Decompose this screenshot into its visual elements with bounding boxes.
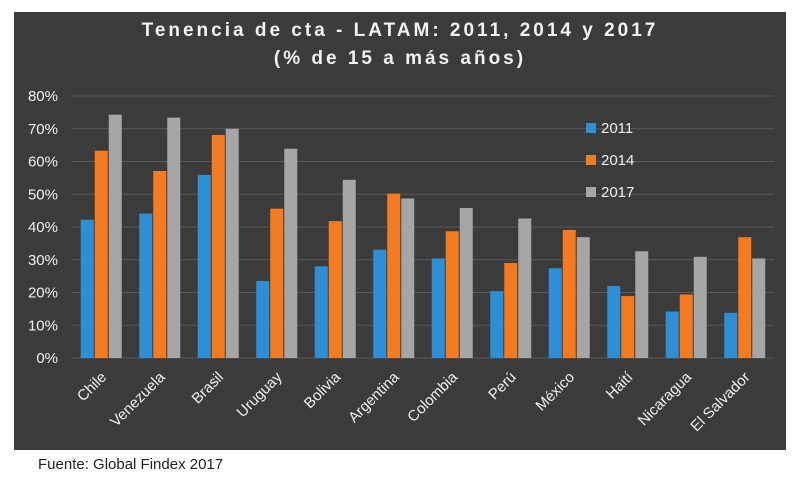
bar-2017 (108, 114, 122, 358)
source-note: Fuente: Global Findex 2017 (38, 456, 224, 473)
legend-swatch (586, 155, 596, 165)
bar-2011 (431, 258, 445, 358)
y-tick-label: 0% (36, 350, 58, 367)
bar-chart: 0% 10% 20% 30% 40% 50% 60% 70% 80% ChileVenezuela… (28, 88, 774, 435)
chart-subtitle: (% de 15 a más años) (273, 48, 527, 69)
bar-2011 (80, 219, 94, 358)
y-tick-label: 30% (28, 252, 58, 269)
x-tick-label: Uruguay (233, 368, 285, 420)
legend-label: 2017 (601, 184, 634, 201)
y-tick-label: 40% (28, 219, 58, 236)
bar-2017 (342, 179, 356, 358)
bar-2017 (459, 208, 473, 358)
x-tick-label: Bolivia (301, 368, 345, 412)
bar-2014 (445, 231, 459, 358)
y-tick-label: 60% (28, 154, 58, 171)
x-tick-label: México (532, 369, 578, 415)
bar-2017 (167, 117, 181, 359)
y-tick-label: 80% (28, 88, 58, 105)
chart-title: Tenencia de cta - LATAM: 2011, 2014 y 20… (141, 20, 659, 41)
bar-2014 (621, 296, 635, 358)
bar-2011 (724, 312, 738, 358)
chart-panel: Tenencia de cta - LATAM: 2011, 2014 y 20… (14, 12, 786, 450)
bar-2014 (387, 193, 401, 358)
bar-2017 (284, 148, 298, 358)
x-tick-label: Colombia (404, 368, 461, 425)
x-tick-label: Perú (485, 369, 519, 403)
legend-label: 2014 (601, 152, 634, 169)
bar-2011 (548, 268, 562, 358)
bar-2017 (635, 251, 649, 358)
x-tick-label: Argentina (345, 368, 403, 426)
y-tick-label: 70% (28, 121, 58, 138)
x-tick-label: Venezuela (107, 368, 169, 430)
bar-2014 (270, 208, 284, 358)
bar-2017 (401, 198, 415, 358)
bar-2011 (314, 266, 328, 358)
bar-2017 (225, 128, 239, 358)
y-tick-label: 50% (28, 186, 58, 203)
bar-2011 (373, 249, 387, 358)
x-tick-label: Brasil (189, 369, 228, 408)
bar-2017 (518, 218, 532, 358)
legend-label: 2011 (601, 120, 633, 137)
bar-2014 (679, 294, 693, 358)
bar-2014 (504, 263, 518, 358)
bar-2014 (328, 221, 342, 358)
x-tick-label: El Salvador (687, 369, 753, 435)
x-tick-label: Nicaragua (635, 368, 696, 429)
bar-2017 (693, 256, 707, 358)
legend-swatch (586, 187, 596, 197)
bar-2014 (94, 150, 108, 358)
x-tick-label: Haití (603, 368, 637, 402)
legend-swatch (586, 123, 596, 133)
bar-2014 (211, 134, 225, 358)
bar-2014 (562, 229, 576, 358)
bar-2011 (139, 213, 153, 358)
bar-2017 (576, 237, 590, 358)
bar-2014 (153, 170, 167, 358)
bar-2011 (665, 311, 679, 358)
bar-2011 (197, 174, 211, 358)
bar-2011 (607, 285, 621, 358)
bar-2014 (738, 237, 752, 358)
y-tick-label: 20% (28, 285, 58, 302)
bar-2011 (256, 281, 270, 358)
y-tick-label: 10% (28, 317, 58, 334)
x-tick-label: Chile (74, 369, 110, 405)
bar-2017 (752, 258, 766, 358)
bar-2011 (490, 291, 504, 358)
